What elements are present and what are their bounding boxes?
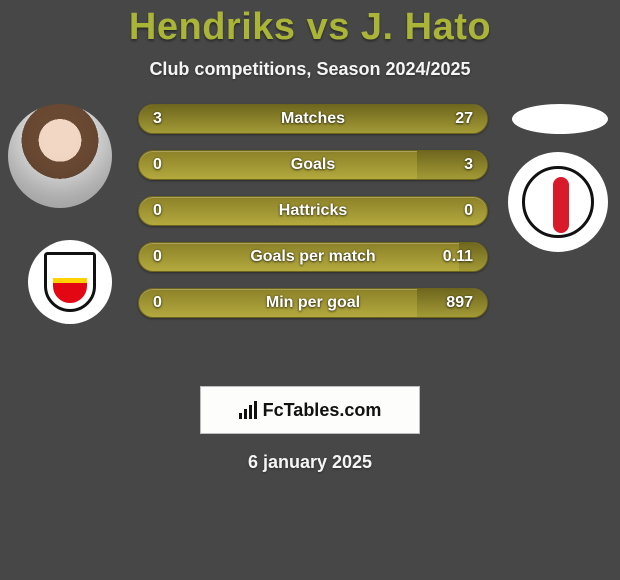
branding-text: FcTables.com (263, 400, 382, 421)
stat-row-goals: 0 Goals 3 (138, 150, 488, 180)
team-badge-left (28, 240, 112, 324)
stat-label: Hattricks (279, 202, 347, 220)
date-stamp: 6 january 2025 (0, 452, 620, 473)
stat-label: Goals (291, 156, 335, 174)
player-avatar-left (8, 104, 112, 208)
stats-panel: 3 Matches 27 0 Goals 3 0 Hattricks 0 0 G… (0, 104, 620, 364)
player-avatar-right (512, 104, 608, 134)
stat-row-gpm: 0 Goals per match 0.11 (138, 242, 488, 272)
stat-label: Min per goal (266, 294, 360, 312)
stat-row-mpg: 0 Min per goal 897 (138, 288, 488, 318)
stat-value-right: 0 (464, 202, 473, 220)
stat-value-right: 0.11 (443, 248, 473, 266)
stat-row-matches: 3 Matches 27 (138, 104, 488, 134)
ajax-badge-icon (522, 166, 594, 238)
stat-row-hattricks: 0 Hattricks 0 (138, 196, 488, 226)
subtitle: Club competitions, Season 2024/2025 (0, 59, 620, 80)
stat-value-left: 0 (153, 294, 162, 312)
vfb-shield-icon (44, 252, 96, 312)
chart-bars-icon (239, 401, 257, 419)
stat-label: Matches (281, 110, 345, 128)
team-badge-right (508, 152, 608, 252)
stat-value-right: 897 (446, 294, 473, 312)
stat-value-left: 0 (153, 202, 162, 220)
stat-value-right: 27 (455, 110, 473, 128)
stat-label: Goals per match (250, 248, 375, 266)
page-title: Hendriks vs J. Hato (0, 0, 620, 49)
stat-value-left: 0 (153, 248, 162, 266)
stat-value-left: 3 (153, 110, 162, 128)
stat-value-right: 3 (464, 156, 473, 174)
stat-bars: 3 Matches 27 0 Goals 3 0 Hattricks 0 0 G… (138, 104, 488, 334)
branding[interactable]: FcTables.com (200, 386, 420, 434)
stat-value-left: 0 (153, 156, 162, 174)
stat-fill-right (417, 151, 487, 179)
